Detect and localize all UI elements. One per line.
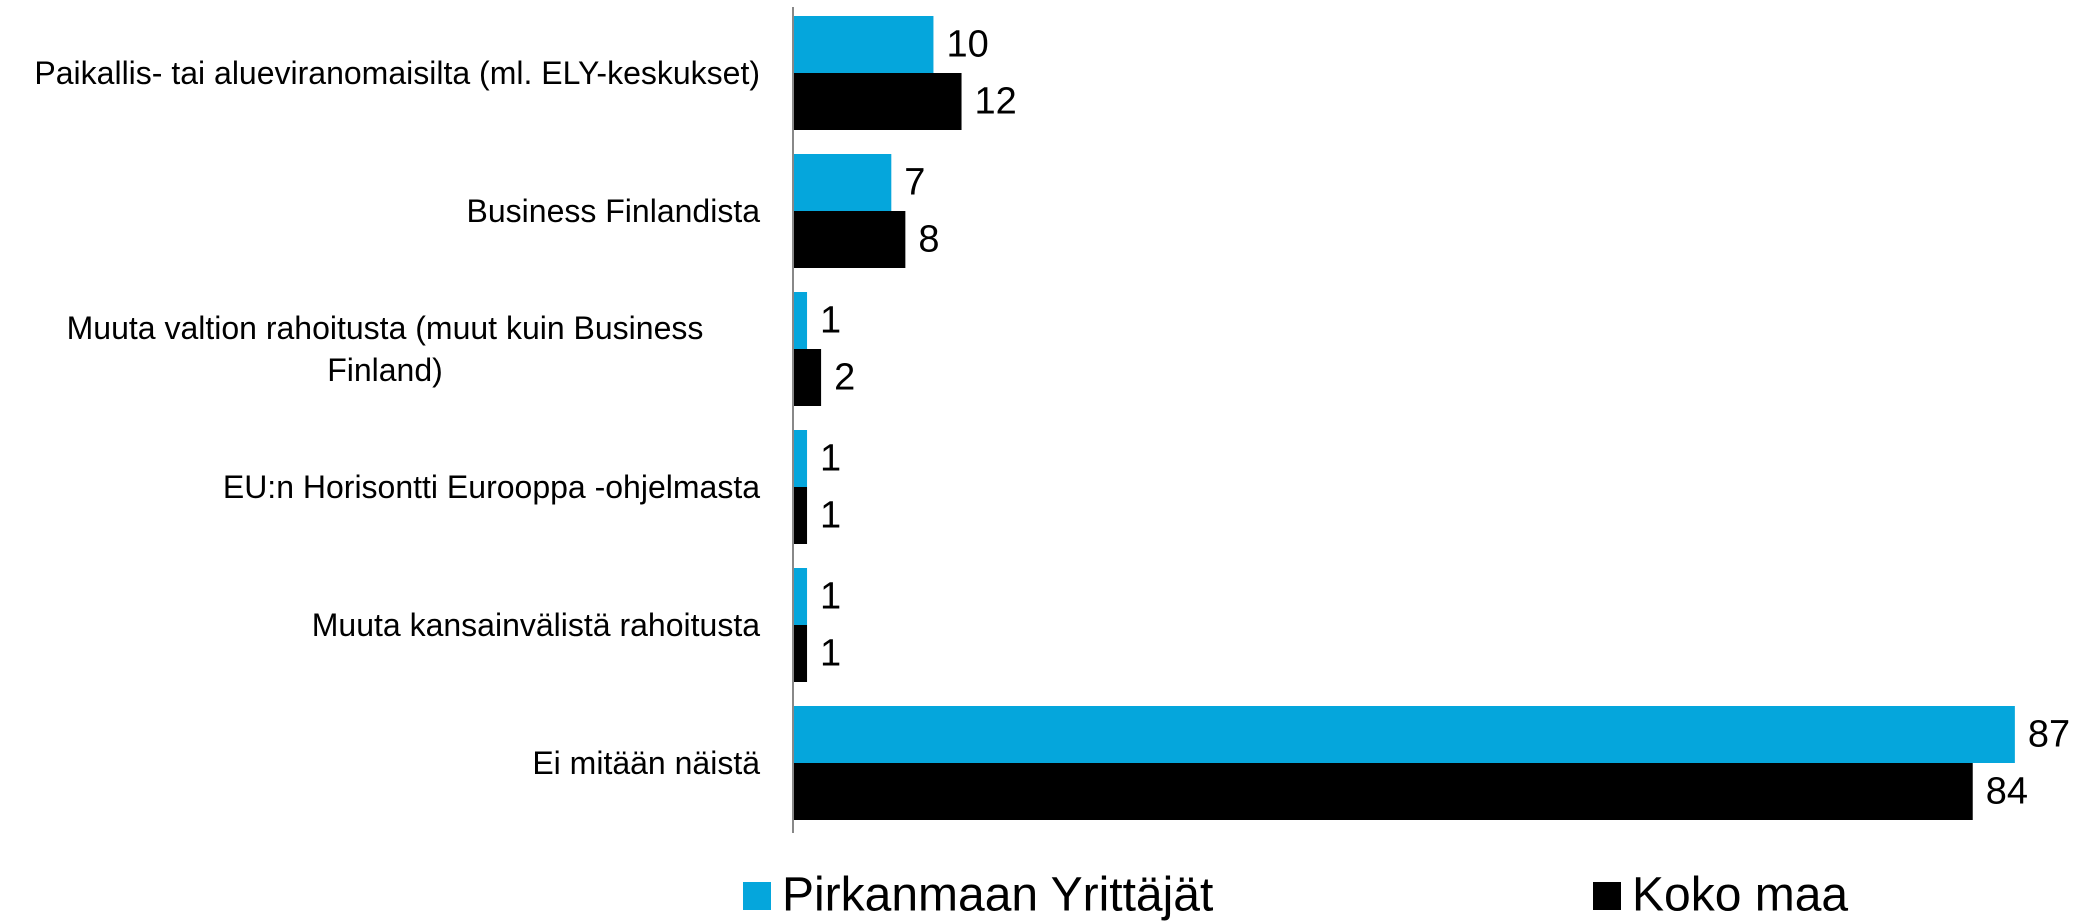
bar (793, 16, 934, 73)
category-label: Muuta valtion rahoitusta (muut kuin Busi… (0, 307, 760, 391)
bar (793, 211, 906, 268)
data-label: 10 (946, 24, 988, 66)
category-text: Ei mitään näistä (532, 745, 760, 781)
legend-label: Pirkanmaan Yrittäjät (782, 869, 1213, 921)
data-label: 87 (2028, 714, 2070, 756)
category-text: Business Finlandista (466, 193, 760, 229)
bar (793, 625, 808, 682)
category-label: Muuta kansainvälistä rahoitusta (0, 604, 760, 646)
category-text: Muuta kansainvälistä rahoitusta (311, 607, 760, 643)
data-label: 84 (1986, 771, 2028, 813)
bar (793, 430, 808, 487)
bar (793, 487, 808, 544)
legend-swatch (1593, 882, 1621, 910)
data-label: 12 (975, 81, 1017, 123)
category-label: Ei mitään näistä (0, 742, 760, 784)
data-label: 7 (904, 162, 925, 204)
bar (793, 292, 808, 349)
data-label: 1 (820, 495, 841, 537)
category-label: Paikallis- tai alueviranomaisilta (ml. E… (0, 52, 760, 94)
data-label: 8 (918, 219, 939, 261)
data-label: 1 (820, 438, 841, 480)
data-label: 1 (820, 576, 841, 618)
bar (793, 568, 808, 625)
legend-label: Koko maa (1632, 869, 1848, 921)
category-text: Paikallis- tai alueviranomaisilta (ml. E… (34, 55, 760, 91)
bar (793, 154, 892, 211)
data-label: 1 (820, 633, 841, 675)
category-text: EU:n Horisontti Eurooppa -ohjelmasta (222, 469, 760, 505)
bar (793, 706, 2015, 763)
bar (793, 763, 1973, 820)
category-text: Muuta valtion rahoitusta (muut kuin Busi… (66, 310, 704, 388)
legend-swatch (743, 882, 771, 910)
data-label: 1 (820, 300, 841, 342)
bar (793, 73, 962, 130)
category-label: EU:n Horisontti Eurooppa -ohjelmasta (0, 466, 760, 508)
data-label: 2 (834, 357, 855, 399)
category-label: Business Finlandista (0, 190, 760, 232)
bar (793, 349, 822, 406)
